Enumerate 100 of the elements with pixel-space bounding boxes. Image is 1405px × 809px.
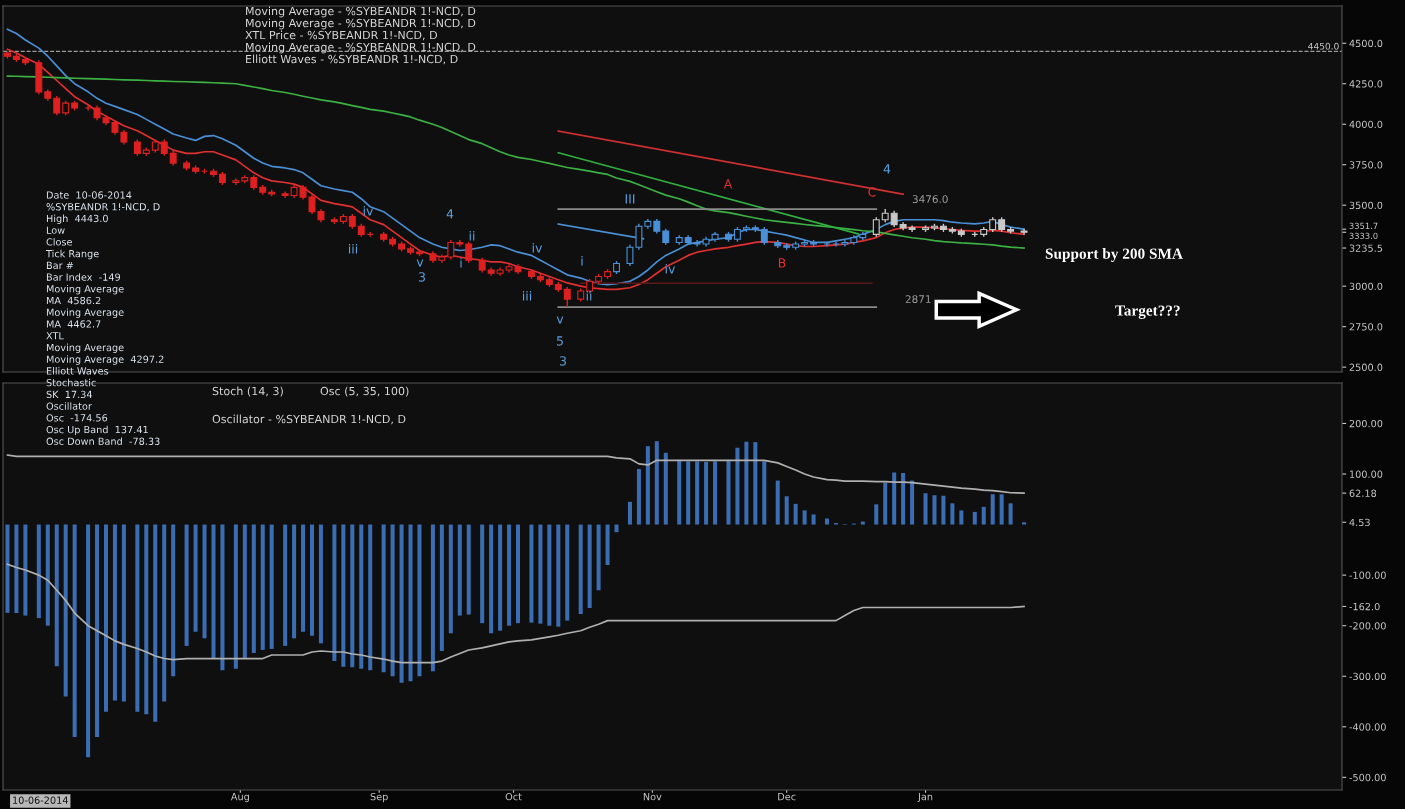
bar <box>292 524 297 639</box>
annotation: 3 <box>559 356 566 366</box>
bar <box>726 459 731 525</box>
annotation: Date 10-06-2014 <box>46 191 132 199</box>
line-series <box>6 563 1025 664</box>
bar <box>860 521 865 525</box>
annotation: v <box>416 259 424 267</box>
annotation: 5 <box>556 336 563 346</box>
x-tick-label: Jan <box>917 793 933 803</box>
y-tick-label: 200.00 <box>1349 419 1383 428</box>
bar <box>54 524 59 667</box>
bar <box>171 524 176 677</box>
bar <box>883 482 888 525</box>
bar <box>972 511 977 525</box>
bar <box>762 461 767 525</box>
annotation: 2871 <box>905 295 931 304</box>
bar <box>636 468 641 525</box>
bar <box>627 501 632 525</box>
bar <box>45 524 50 626</box>
bar <box>990 494 995 525</box>
x-tick-label: Aug <box>230 793 249 803</box>
y-tick-label: -100.00 <box>1349 571 1386 579</box>
x-tick-label: Oct <box>505 792 522 801</box>
candlestick <box>53 95 61 117</box>
annotation: Osc Up Band 137.41 <box>46 425 148 436</box>
y-tick-label: 4500.0 <box>1349 39 1383 48</box>
annotation: 3 <box>418 272 425 282</box>
x-tick-label: Nov <box>643 793 662 801</box>
bar <box>784 496 789 525</box>
y-tick-label: 4250.0 <box>1349 80 1383 88</box>
bar <box>390 524 395 677</box>
x-tick-label: Dec <box>778 793 796 801</box>
bar <box>587 524 592 608</box>
bar <box>950 503 955 525</box>
bar <box>95 524 100 737</box>
annotation: Elliott Waves <box>46 367 109 375</box>
bar <box>735 447 740 525</box>
y-tick-label: 4000.0 <box>1349 120 1383 129</box>
bar <box>399 524 404 683</box>
annotation: Target??? <box>1115 305 1180 319</box>
annotation: Moving Average <box>46 284 124 295</box>
annotation: Moving Average <box>46 308 124 318</box>
bar <box>466 524 471 615</box>
y-tick-label: -500.00 <box>1349 773 1386 782</box>
bar <box>695 461 700 525</box>
bar <box>233 524 238 669</box>
bar <box>193 524 198 632</box>
bar <box>538 524 543 624</box>
candlestick <box>872 216 880 238</box>
bar <box>753 442 758 525</box>
annotation: Osc Down Band -78.33 <box>46 437 160 445</box>
annotation: ii <box>469 230 475 241</box>
candlestick <box>465 240 473 264</box>
bar <box>874 504 879 525</box>
bar <box>811 514 816 525</box>
annotation: Moving Average - %SYBEANDR 1!-NCD, D <box>246 18 476 30</box>
bar <box>448 524 453 634</box>
bar <box>932 495 937 525</box>
annotation: Low <box>46 226 65 234</box>
annotation: MA 4586.2 <box>46 296 101 305</box>
annotation: iv <box>532 242 543 253</box>
bar <box>269 524 274 649</box>
bar <box>959 510 964 525</box>
annotation: Osc -174.56 <box>46 414 108 422</box>
y-tick-label: 3000.0 <box>1349 282 1383 290</box>
bar <box>663 452 668 525</box>
bar <box>480 524 485 624</box>
line-series <box>6 454 1025 494</box>
bar <box>153 524 158 722</box>
bar <box>309 524 315 636</box>
bar <box>63 524 68 697</box>
bar <box>439 524 444 651</box>
bar <box>5 524 10 613</box>
bar <box>318 524 323 644</box>
annotation: Oscillator <box>46 402 92 410</box>
bar <box>565 524 570 621</box>
y-tick-label: 2500.0 <box>1349 363 1383 371</box>
annotation: ii <box>586 290 592 301</box>
bar <box>202 524 207 639</box>
annotation: Bar Index -149 <box>46 273 121 281</box>
bar <box>211 524 216 659</box>
annotation: MA 4462.7 <box>46 320 101 328</box>
bar <box>103 524 109 712</box>
annotation: 3476.0 <box>912 195 948 204</box>
bar <box>923 493 928 525</box>
bar <box>242 524 247 659</box>
annotation: Stoch (14, 3) <box>212 386 283 397</box>
annotation: B <box>778 258 786 268</box>
y-tick-label: 3351.7 <box>1349 222 1378 230</box>
bar <box>614 524 619 533</box>
annotation: III <box>625 194 635 204</box>
bar <box>686 461 691 525</box>
bar <box>430 524 435 672</box>
candlestick <box>563 286 571 308</box>
annotation: XTL <box>46 332 64 340</box>
annotation: 4 <box>446 209 454 219</box>
candlestick <box>447 239 455 261</box>
annotation: iii <box>348 243 358 254</box>
bar <box>775 480 780 525</box>
bar <box>596 524 601 591</box>
